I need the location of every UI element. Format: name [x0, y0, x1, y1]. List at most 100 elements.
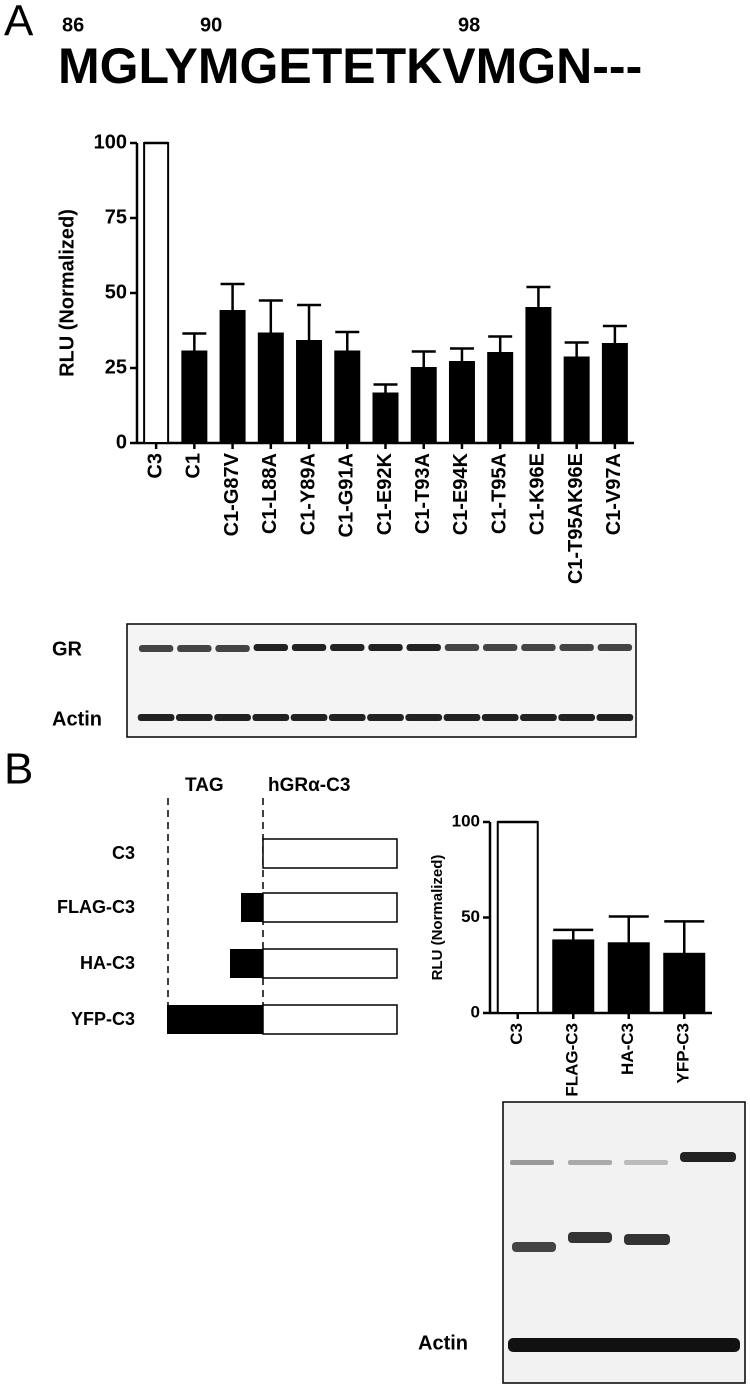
band: [597, 644, 633, 651]
x-tick-label: C1-E92K: [374, 452, 396, 535]
blot-label: GR: [52, 638, 83, 660]
construct-label: FLAG-C3: [57, 897, 135, 917]
band: [443, 714, 481, 721]
x-tick-label: C3: [144, 453, 166, 479]
error-bar: [335, 330, 360, 352]
bar: [487, 352, 514, 444]
position: 98: [458, 14, 480, 36]
x-tick-label: C1-L88A: [259, 453, 281, 534]
band: [138, 645, 174, 652]
y-axis-label: RLU (Normalized): [429, 855, 446, 981]
band: [253, 644, 289, 651]
x-tick-label: FLAG-C3: [563, 1023, 582, 1097]
error-bar: [449, 347, 474, 362]
bar: [296, 340, 323, 444]
y-tick-label: 50: [461, 907, 480, 926]
construct-label: YFP-C3: [71, 1009, 135, 1029]
bar: [496, 821, 539, 1014]
error-bar: [220, 282, 245, 311]
band: [215, 645, 250, 652]
band: [406, 644, 441, 651]
error-bar: [664, 920, 705, 954]
x-tick-label: C1-E94K: [450, 452, 472, 535]
band: [290, 714, 328, 721]
bar: [410, 367, 437, 444]
band: [559, 644, 594, 651]
y-tick-label: 0: [116, 431, 127, 453]
band: [330, 644, 365, 651]
position: 90: [200, 14, 222, 36]
bar: [607, 942, 650, 1014]
x-tick-label: C1-G91A: [336, 453, 358, 537]
blot-bands: [137, 644, 634, 721]
x-tick-label: C1-T95AK96E: [565, 453, 587, 584]
x-tick-label: HA-C3: [618, 1023, 637, 1075]
bar: [181, 350, 208, 444]
error-bar: [526, 285, 551, 308]
error-bar: [608, 915, 649, 944]
bar: [663, 952, 706, 1014]
x-tick-label: YFP-C3: [674, 1023, 693, 1083]
bar: [334, 350, 361, 444]
y-tick-label: 50: [105, 281, 127, 303]
band: [328, 714, 366, 721]
x-tick-label: C1: [183, 453, 205, 479]
band: [481, 714, 519, 721]
band: [521, 644, 556, 651]
error-bar: [297, 303, 322, 341]
sequence: MGLYMGETETKVMGN---: [58, 38, 642, 94]
bar: [219, 310, 246, 444]
gr-box: [262, 892, 398, 923]
band: [175, 714, 213, 721]
blot-label: Actin: [52, 708, 102, 730]
panel-label: A: [4, 0, 34, 46]
x-tick-label: C1-G87V: [221, 452, 243, 536]
error-bar: [258, 299, 283, 334]
x-tick-label: C1-T93A: [412, 453, 434, 534]
band: [405, 714, 443, 721]
bar: [143, 142, 170, 444]
x-tick-label: C1-Y89A: [297, 453, 319, 535]
x-tick-label: C1-K96E: [527, 453, 549, 535]
x-tick-label: C1-T95A: [488, 453, 510, 534]
band: [482, 644, 518, 651]
error-bar: [411, 350, 436, 368]
error-bar: [182, 332, 207, 352]
band: [368, 644, 403, 651]
bar: [448, 361, 475, 444]
error-bar: [564, 341, 589, 358]
bar: [552, 939, 595, 1014]
band: [252, 714, 290, 721]
gr-box: [262, 838, 398, 869]
construct-label: C3: [112, 843, 135, 863]
band: [558, 714, 596, 721]
y-axis-label: RLU (Normalized): [56, 209, 78, 377]
error-bar: [488, 335, 513, 353]
band: [177, 645, 212, 652]
error-bar: [553, 928, 594, 941]
y-tick-label: 100: [452, 811, 480, 830]
band: [137, 714, 175, 721]
y-tick-label: 25: [105, 356, 127, 378]
panel-label: B: [4, 745, 33, 794]
band: [596, 714, 634, 721]
band: [214, 714, 251, 721]
band: [291, 644, 327, 651]
construct-label: HA-C3: [80, 953, 135, 973]
y-tick-label: 0: [471, 1002, 480, 1021]
error-bar: [602, 324, 627, 344]
bar: [563, 356, 590, 444]
position: 86: [62, 14, 84, 36]
bar: [601, 343, 628, 444]
constructs: [167, 838, 398, 1035]
blot-bands: [508, 1152, 740, 1352]
tag-box: [241, 893, 263, 922]
bar: [257, 332, 284, 444]
diagram-header: TAG: [185, 775, 224, 796]
band: [367, 714, 404, 721]
tag-box: [230, 949, 263, 978]
diagram-header: hGRα-C3: [268, 775, 350, 796]
band: [444, 644, 480, 651]
y-tick-label: 75: [105, 206, 127, 228]
